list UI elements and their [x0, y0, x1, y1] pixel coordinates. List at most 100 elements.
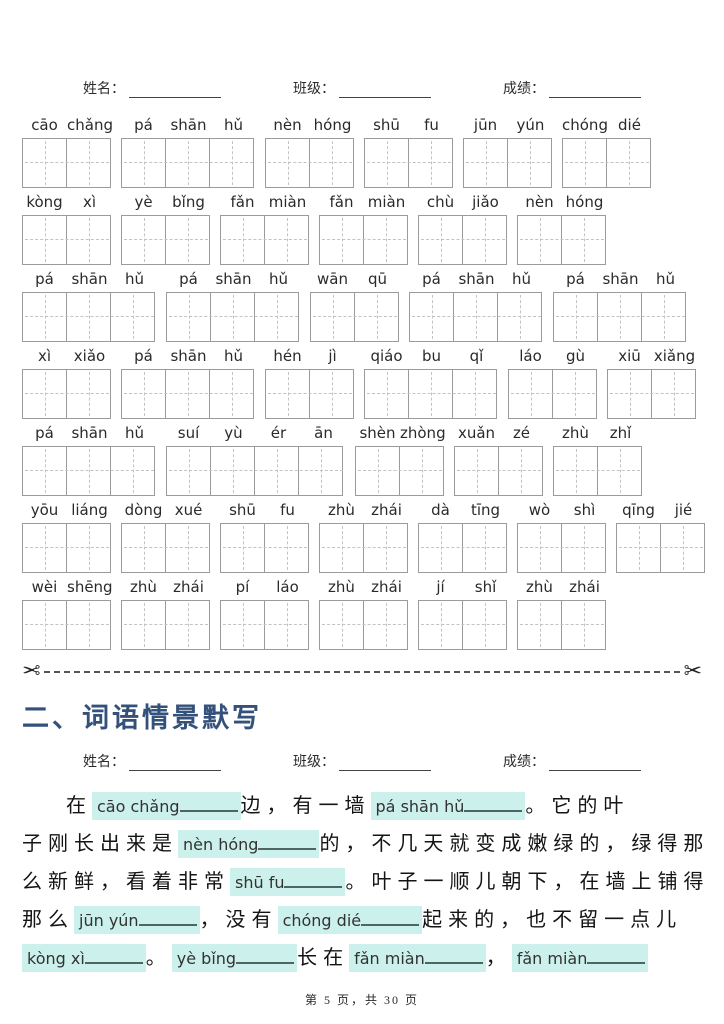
writing-cell	[408, 369, 453, 419]
pinyin-row: nèn hóng	[265, 114, 355, 138]
practice-row: yōu liáng dòng xué shū fu zhù zhái dà tīng wò shì qī…	[22, 499, 705, 573]
word-group: shū fu	[220, 499, 310, 573]
pinyin-syllable: liáng	[71, 501, 108, 519]
pinyin-row: pí láo	[220, 576, 310, 600]
writing-cell	[553, 446, 598, 496]
pinyin-syllable: chù	[426, 193, 455, 211]
pinyin-syllable: fǎn	[329, 193, 354, 211]
passage-text: 长在	[297, 947, 350, 969]
writing-cell	[498, 446, 543, 496]
word-group: chù jiǎo	[418, 191, 508, 265]
pinyin-row: xì xiǎo	[22, 345, 112, 369]
writing-cell	[597, 292, 642, 342]
writing-cell	[408, 138, 453, 188]
writing-cell	[209, 369, 254, 419]
pinyin-blank: nèn hóng	[178, 830, 320, 858]
pinyin-syllable: xuǎn	[457, 424, 496, 442]
cell-row	[265, 369, 355, 419]
cell-row	[409, 292, 544, 342]
pinyin-row: chù jiǎo	[418, 191, 508, 215]
blank-answer-line	[84, 949, 143, 964]
word-group: jí shǐ	[418, 576, 508, 650]
cell-row	[319, 215, 409, 265]
writing-cell	[363, 215, 408, 265]
writing-cell	[121, 369, 166, 419]
writing-cell	[121, 523, 166, 573]
word-group: zhù zhái	[517, 576, 607, 650]
pinyin-syllable: gù	[565, 347, 586, 365]
writing-cell	[254, 292, 299, 342]
pinyin-syllable: wò	[528, 501, 551, 519]
name-blank-line	[129, 83, 221, 98]
passage-text: 边，有一墙	[240, 795, 371, 817]
pinyin-syllable: shèn	[359, 424, 396, 442]
passage-text: 的，不几天就变成嫩绿的，绿得那	[319, 833, 710, 855]
writing-cell	[210, 292, 255, 342]
passage-text: 么新鲜，看着非常	[22, 871, 230, 893]
pinyin-syllable: yōu	[30, 501, 59, 519]
cell-row	[364, 369, 499, 419]
pinyin-syllable: miàn	[268, 193, 307, 211]
writing-cell	[66, 523, 111, 573]
scissors-icon: ✂	[22, 659, 41, 684]
pinyin-row: wān qū	[310, 268, 400, 292]
pinyin-row: yōu liáng	[22, 499, 112, 523]
pinyin-syllable: yún	[516, 116, 545, 134]
blank-answer-line	[258, 835, 317, 850]
passage-line: 子刚长出来是 nèn hóng 的，不几天就变成嫩绿的，绿得那	[22, 825, 703, 863]
pinyin-row: hén jì	[265, 345, 355, 369]
cell-row	[418, 523, 508, 573]
writing-cell	[66, 215, 111, 265]
writing-cell	[418, 215, 463, 265]
writing-cell	[22, 369, 67, 419]
word-group: zhù zhǐ	[553, 422, 643, 496]
word-group: pá shān hǔ	[22, 268, 157, 342]
score-label: 成绩：	[503, 82, 545, 97]
pinyin-syllable: hǔ	[124, 424, 144, 442]
cell-row	[22, 292, 157, 342]
writing-cell	[454, 446, 499, 496]
writing-cell	[265, 138, 310, 188]
word-group: zhù zhái	[319, 576, 409, 650]
pinyin-syllable: zhái	[371, 578, 402, 596]
pinyin-syllable: zhù	[130, 578, 157, 596]
cell-row	[553, 446, 643, 496]
pinyin-syllable: qū	[367, 270, 388, 288]
passage: 在 cāo chǎng 边，有一墙 pá shān hǔ 。它的叶 子刚长出来是 nèn h…	[22, 787, 703, 977]
writing-cell	[121, 138, 166, 188]
blank-pinyin-hint: chóng dié	[282, 911, 362, 930]
passage-text: 起来的，也不留一点儿	[422, 909, 683, 931]
cell-row	[517, 523, 607, 573]
pinyin-syllable: hǔ	[223, 347, 243, 365]
cell-row	[121, 215, 211, 265]
pinyin-syllable: hǔ	[268, 270, 288, 288]
writing-cell	[462, 523, 507, 573]
writing-cell	[418, 523, 463, 573]
writing-cell	[22, 292, 67, 342]
word-group: shèn zhòng	[355, 422, 446, 496]
pinyin-syllable: pá	[566, 270, 585, 288]
word-group: xiū xiǎng	[607, 345, 697, 419]
writing-cell	[66, 446, 111, 496]
pinyin-syllable: zhòng	[400, 424, 446, 442]
passage-line: 在 cāo chǎng 边，有一墙 pá shān hǔ 。它的叶	[22, 787, 702, 825]
writing-cell	[462, 600, 507, 650]
word-group: nèn hóng	[517, 191, 607, 265]
pinyin-syllable: yù	[224, 424, 243, 442]
pinyin-blank: yè bǐng	[171, 944, 298, 972]
pinyin-syllable: zhái	[569, 578, 600, 596]
writing-cell	[165, 138, 210, 188]
pinyin-syllable: pá	[35, 424, 54, 442]
pinyin-syllable: hǔ	[511, 270, 531, 288]
scissors-icon: ✂	[683, 659, 702, 684]
writing-cell	[597, 446, 642, 496]
pinyin-row: zhù zhái	[319, 576, 409, 600]
cell-row	[463, 138, 553, 188]
blank-answer-line	[424, 949, 483, 964]
pinyin-syllable: pá	[134, 116, 153, 134]
class-label: 班级：	[293, 82, 335, 97]
writing-cell	[166, 292, 211, 342]
pinyin-syllable: hóng	[565, 193, 604, 211]
writing-cell	[165, 215, 210, 265]
cell-row	[22, 215, 112, 265]
